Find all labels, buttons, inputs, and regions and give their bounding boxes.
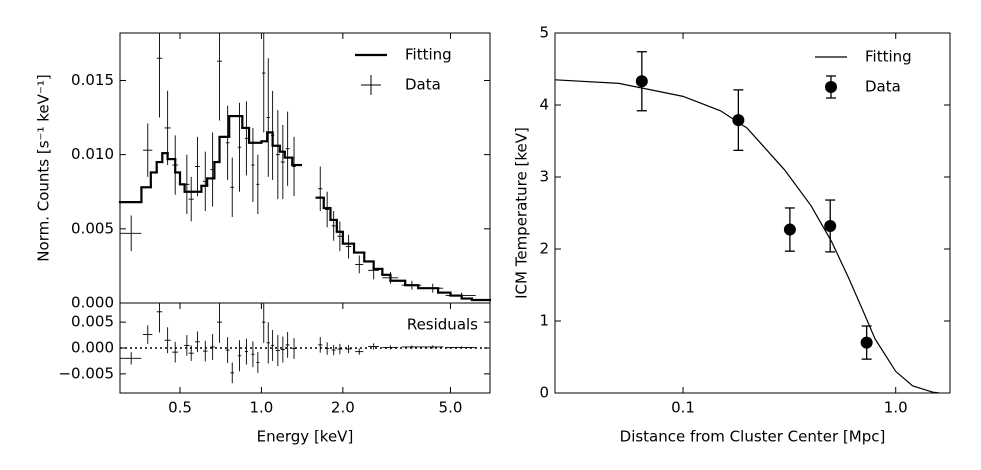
y-tick-label: 0.000 xyxy=(71,294,114,312)
y-tick-label: −0.005 xyxy=(58,364,114,382)
x-tick-label: 1.0 xyxy=(249,399,273,417)
x-axis-label: Distance from Cluster Center [Mpc] xyxy=(620,428,886,446)
fit-curve xyxy=(554,79,940,394)
y-tick-label: 3 xyxy=(539,168,549,186)
y-axis-label: Norm. Counts [s⁻¹ keV⁻¹] xyxy=(35,74,53,261)
y-tick-label: 0.005 xyxy=(71,219,114,237)
legend-swatch xyxy=(825,81,837,93)
data-point xyxy=(635,75,648,88)
y-axis-label: ICM Temperature [keV] xyxy=(513,127,531,299)
legend-label: Data xyxy=(865,78,901,96)
y-tick-label: 2 xyxy=(539,240,549,258)
x-tick-label: 5.0 xyxy=(439,399,463,417)
y-tick-label: 0.000 xyxy=(71,339,114,357)
legend-label: Fitting xyxy=(865,48,912,66)
panel-label: Residuals xyxy=(407,316,478,334)
x-axis-label: Energy [keV] xyxy=(257,428,354,446)
x-tick-label: 0.5 xyxy=(168,399,192,417)
data-point xyxy=(783,223,796,236)
y-tick-label: 5 xyxy=(539,24,549,42)
y-tick-label: 0.015 xyxy=(71,71,114,89)
x-tick-label: 2.0 xyxy=(331,399,355,417)
legend-label: Data xyxy=(405,76,441,94)
y-tick-label: 0 xyxy=(539,384,549,402)
x-tick-label: 1.0 xyxy=(884,399,908,417)
x-tick-label: 0.1 xyxy=(671,399,695,417)
axes-frame xyxy=(119,302,491,394)
axes-frame xyxy=(554,32,951,394)
data-point xyxy=(860,336,873,349)
data-point xyxy=(824,219,837,232)
y-tick-label: 4 xyxy=(539,96,549,114)
legend-label: Fitting xyxy=(405,46,452,64)
y-tick-label: 1 xyxy=(539,312,549,330)
y-tick-label: 0.010 xyxy=(71,145,114,163)
y-tick-label: 0.005 xyxy=(71,313,114,331)
data-point xyxy=(732,114,745,127)
